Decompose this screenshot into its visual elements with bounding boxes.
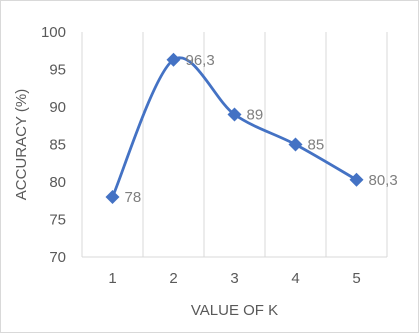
x-tick-label: 5 (352, 270, 360, 287)
data-point-marker (166, 52, 181, 67)
series-markers (105, 52, 364, 204)
x-tick-label: 3 (230, 270, 238, 287)
y-axis-title: ACCURACY (%) (13, 89, 30, 200)
data-label: 78 (125, 189, 142, 206)
data-label: 80,3 (369, 172, 398, 189)
y-tick-label: 100 (41, 24, 66, 41)
y-tick-label: 70 (49, 249, 66, 266)
y-tick-label: 80 (49, 174, 66, 191)
data-labels: 78 96,3 89 85 80,3 (125, 52, 398, 206)
data-point-marker (349, 172, 364, 187)
x-tick-label: 2 (169, 270, 177, 287)
series-line-accuracy (111, 56, 358, 198)
y-tick-label: 85 (49, 137, 66, 154)
data-point-marker (288, 137, 303, 152)
y-tick-label: 75 (49, 212, 66, 229)
x-axis-title: VALUE OF K (191, 302, 278, 319)
x-tick-label: 1 (108, 270, 116, 287)
x-axis-ticks: 1 2 3 4 5 (108, 270, 360, 287)
data-label: 85 (308, 137, 325, 154)
data-point-marker (105, 190, 120, 204)
y-tick-label: 90 (49, 99, 66, 116)
y-axis-ticks: 70 75 80 85 90 95 100 (41, 24, 66, 266)
data-label: 89 (247, 107, 264, 124)
data-label: 96,3 (186, 52, 215, 69)
x-tick-label: 4 (291, 270, 299, 287)
data-point-marker (227, 107, 242, 122)
y-tick-label: 95 (49, 62, 66, 79)
grid-lines (81, 32, 388, 257)
